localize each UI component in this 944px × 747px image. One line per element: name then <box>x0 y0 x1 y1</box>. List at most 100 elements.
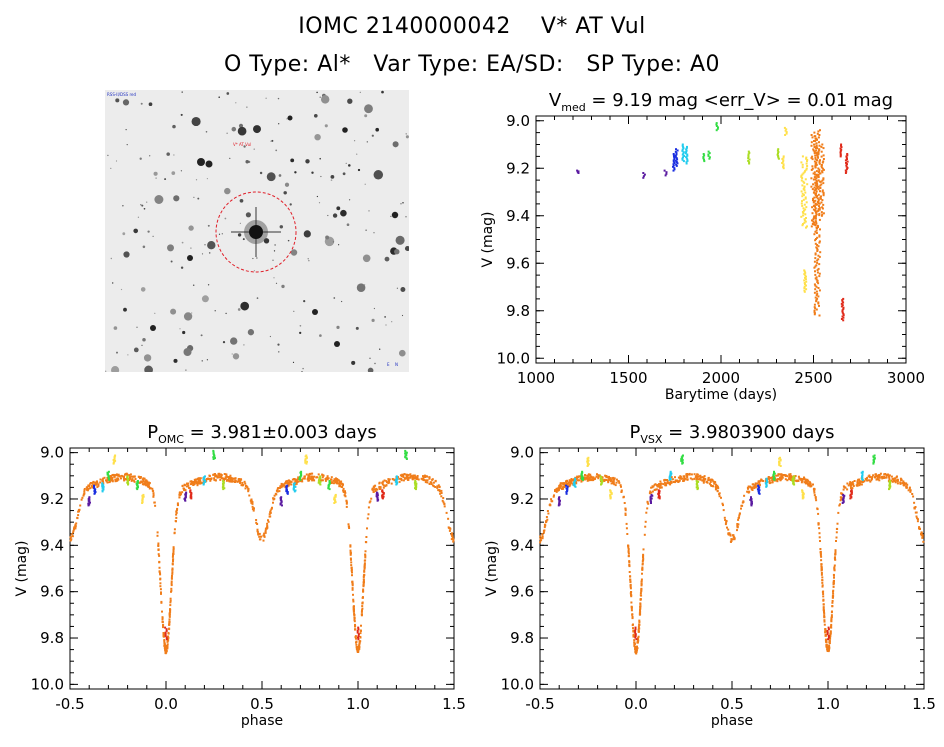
data-point <box>856 480 859 483</box>
data-point <box>681 153 684 156</box>
data-point <box>847 484 850 487</box>
star <box>206 359 209 361</box>
data-point <box>325 477 328 480</box>
data-point <box>358 641 361 644</box>
star <box>243 344 245 346</box>
data-point <box>165 636 168 639</box>
x-tick-label: 0.5 <box>720 695 744 713</box>
data-point <box>172 560 174 563</box>
x-tick-label: 2500 <box>794 369 832 387</box>
data-point <box>256 523 259 525</box>
data-point <box>578 475 581 478</box>
data-point <box>192 483 195 486</box>
data-point <box>779 459 782 462</box>
data-point <box>675 148 677 151</box>
data-point <box>251 502 254 505</box>
data-point <box>790 475 793 478</box>
data-point <box>539 535 542 538</box>
data-point <box>85 486 88 489</box>
phase-group <box>101 482 105 493</box>
data-point <box>803 186 806 189</box>
data-point <box>853 480 856 482</box>
star <box>303 230 311 238</box>
star <box>137 216 140 218</box>
data-point <box>607 480 610 483</box>
data-point <box>364 554 367 557</box>
data-point <box>817 282 820 285</box>
data-point <box>805 168 808 171</box>
data-point <box>617 480 620 483</box>
data-point <box>817 202 820 205</box>
data-point <box>618 481 621 484</box>
data-point <box>777 156 780 159</box>
data-point <box>815 299 818 301</box>
data-point <box>319 480 322 483</box>
data-point <box>172 550 175 553</box>
star <box>364 183 366 185</box>
data-point <box>891 480 894 483</box>
star <box>368 210 370 212</box>
data-point <box>816 183 819 185</box>
star <box>113 326 118 330</box>
data-point <box>549 504 552 507</box>
star <box>240 301 250 311</box>
data-point <box>815 177 818 180</box>
data-point <box>638 619 641 622</box>
data-point <box>152 495 155 498</box>
data-point <box>432 484 434 487</box>
data-point <box>642 172 645 174</box>
data-point <box>337 482 339 485</box>
star <box>183 312 193 321</box>
data-point <box>815 264 818 267</box>
data-point <box>801 497 804 500</box>
data-point <box>142 480 145 483</box>
data-point <box>644 525 647 528</box>
data-point <box>818 149 821 152</box>
data-point <box>805 275 807 278</box>
data-point <box>804 283 806 286</box>
data-point <box>810 185 813 188</box>
data-point <box>685 161 688 164</box>
data-point <box>162 626 164 629</box>
data-point <box>86 488 88 491</box>
star <box>400 287 406 292</box>
data-point <box>266 526 269 529</box>
data-point <box>908 486 911 489</box>
data-point <box>71 535 74 538</box>
data-point <box>629 584 632 587</box>
data-point <box>826 629 829 632</box>
data-point <box>355 645 358 648</box>
data-point <box>820 145 823 148</box>
star <box>207 241 216 250</box>
data-point <box>402 479 405 482</box>
data-point <box>820 573 823 576</box>
data-point <box>804 213 807 216</box>
data-point <box>861 470 864 473</box>
data-point <box>93 487 96 490</box>
data-point <box>428 477 431 480</box>
data-point <box>164 626 167 629</box>
data-point <box>357 628 360 631</box>
data-point <box>813 160 816 163</box>
star <box>180 113 183 116</box>
data-point <box>368 501 371 504</box>
data-point <box>627 548 630 551</box>
data-point <box>804 271 807 274</box>
data-point <box>247 487 250 490</box>
star <box>332 241 335 243</box>
data-point <box>390 482 393 485</box>
data-point <box>685 148 688 151</box>
data-point <box>803 289 806 292</box>
data-point <box>753 485 756 488</box>
data-point <box>812 197 814 200</box>
data-point <box>672 154 675 157</box>
data-point <box>743 494 746 497</box>
data-point <box>164 631 167 634</box>
data-point <box>726 526 728 529</box>
data-point <box>682 151 685 154</box>
data-point <box>814 217 817 220</box>
data-point <box>833 579 835 582</box>
data-point <box>817 193 820 196</box>
data-point <box>264 529 267 532</box>
data-point <box>395 483 398 486</box>
